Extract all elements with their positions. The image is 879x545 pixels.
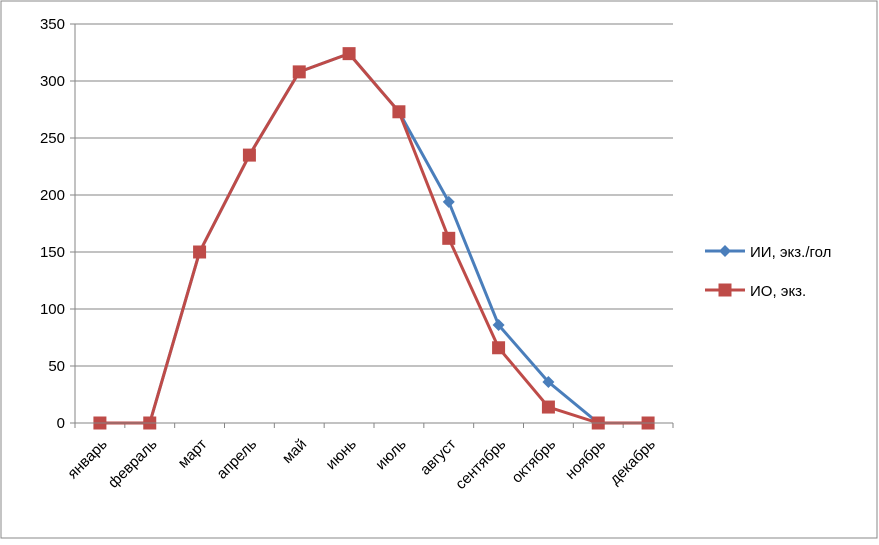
y-tick-label: 0 xyxy=(57,415,65,432)
data-point xyxy=(292,65,306,79)
legend-label: ИО, экз. xyxy=(750,283,806,300)
legend-marker xyxy=(719,245,731,257)
y-tick-label: 200 xyxy=(40,187,65,204)
data-point xyxy=(342,47,356,61)
y-tick-label: 250 xyxy=(40,130,65,147)
y-tick-label: 300 xyxy=(40,73,65,90)
y-tick-label: 350 xyxy=(40,16,65,33)
data-point xyxy=(542,375,555,388)
y-tick-label: 50 xyxy=(48,358,65,375)
y-tick-label: 100 xyxy=(40,301,65,318)
data-point xyxy=(442,195,455,208)
legend-label: ИИ, экз./гол xyxy=(750,244,831,261)
data-point xyxy=(242,148,256,162)
data-point xyxy=(492,318,505,331)
data-point xyxy=(492,341,506,355)
series-line xyxy=(99,52,649,425)
data-point xyxy=(442,231,456,245)
data-point xyxy=(541,400,555,414)
y-tick-label: 150 xyxy=(40,244,65,261)
data-point xyxy=(193,245,207,259)
data-point xyxy=(392,105,406,119)
legend-marker xyxy=(718,283,732,297)
